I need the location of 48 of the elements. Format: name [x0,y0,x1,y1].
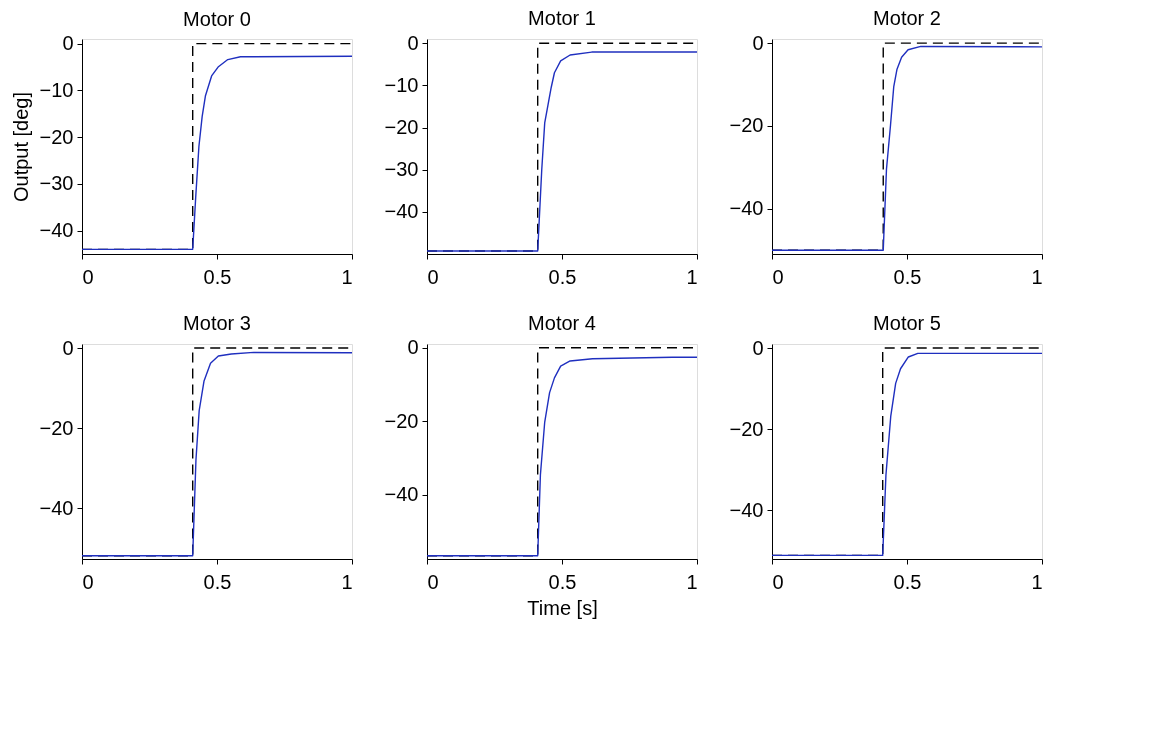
y-tick-label: −20 [39,125,74,148]
x-tick-label: 0.5 [203,265,232,288]
y-tick-label: −40 [384,483,419,506]
y-tick-label: −20 [39,416,74,439]
y-tick-label: −30 [39,172,74,195]
x-tick-label: 1 [686,570,698,593]
chart-title: Motor 3 [183,312,251,335]
y-tick-label: −40 [729,498,764,521]
x-tick-label: 1 [341,570,353,593]
x-tick-label: 0.5 [893,570,922,593]
x-tick-label: 0 [427,570,439,593]
x-tick-label: 0 [82,265,94,288]
y-tick-label: −40 [39,496,74,519]
x-tick-label: 1 [341,265,353,288]
y-tick-label: 0 [752,31,764,54]
y-tick-label: −40 [384,200,419,223]
x-tick-label: 1 [1031,265,1043,288]
x-tick-label: 1 [1031,570,1043,593]
y-tick-label: 0 [752,336,764,359]
x-tick-label: 0.5 [548,265,577,288]
y-tick-label: −20 [384,116,419,139]
chart-title: Motor 4 [528,311,596,334]
x-axis-title: Time [s] [527,596,598,619]
x-tick-label: 0 [772,265,784,288]
y-tick-label: −20 [729,114,764,137]
y-tick-label: −20 [729,417,764,440]
chart-title: Motor 1 [528,7,596,30]
y-tick-label: 0 [62,336,74,359]
y-tick-label: 0 [62,32,74,55]
y-tick-label: 0 [407,336,419,359]
chart-title: Motor 2 [873,7,941,30]
chart-title: Motor 5 [873,312,941,335]
y-tick-label: −10 [384,73,419,96]
y-tick-label: −20 [384,409,419,432]
y-axis-title: Output [deg] [9,91,32,203]
y-tick-label: −40 [729,197,764,220]
y-tick-label: −30 [384,158,419,181]
y-tick-label: 0 [407,31,419,54]
chart-title: Motor 0 [183,7,251,30]
y-tick-label: −10 [39,78,74,101]
y-tick-label: −40 [39,219,74,242]
x-tick-label: 0 [82,570,94,593]
x-tick-label: 0 [427,265,439,288]
x-tick-label: 0.5 [548,570,577,593]
x-tick-label: 0.5 [203,570,232,593]
x-tick-label: 0 [772,570,784,593]
x-tick-label: 0.5 [893,265,922,288]
x-tick-label: 1 [686,265,698,288]
